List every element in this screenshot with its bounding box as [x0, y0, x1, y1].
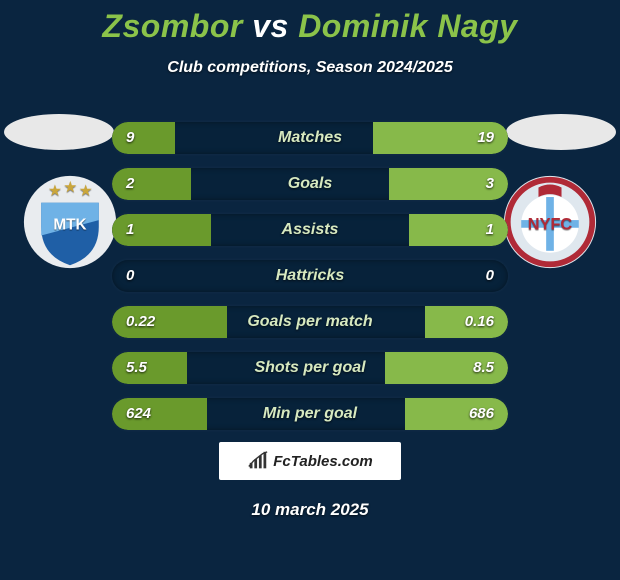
stat-row: Min per goal624686: [112, 398, 508, 430]
brand-badge: FcTables.com: [219, 442, 401, 480]
stat-bar-left: [112, 168, 191, 200]
stat-row: Hattricks0 0: [112, 260, 508, 292]
comparison-title: Zsombor vs Dominik Nagy: [0, 0, 620, 45]
player2-photo-placeholder: [506, 114, 616, 150]
svg-text:MTK: MTK: [53, 217, 86, 234]
player2-name: Dominik Nagy: [298, 8, 517, 44]
stat-row: Goals per match0.220.16: [112, 306, 508, 338]
stat-row: Matches919: [112, 122, 508, 154]
stat-bar-left: [112, 214, 211, 246]
club-crest-left: ★ ★ ★ MTK: [22, 174, 118, 270]
svg-text:NYFC: NYFC: [528, 216, 573, 234]
stat-bar-right: [425, 306, 508, 338]
stat-bar-right: [409, 214, 508, 246]
stats-panel: Matches919 Goals23 Assists11 Hattricks0 0 Goa…: [112, 122, 508, 430]
stat-value-right: 0: [486, 260, 494, 292]
subtitle: Club competitions, Season 2024/2025: [0, 59, 620, 77]
stat-value-left: 0: [126, 260, 134, 292]
stat-row: Shots per goal5.58.5: [112, 352, 508, 384]
stat-bar-left: [112, 398, 207, 430]
svg-text:★: ★: [49, 183, 61, 198]
brand-chart-icon: [247, 450, 269, 472]
vs-word: vs: [252, 8, 289, 44]
stat-bar-left: [112, 306, 227, 338]
svg-text:★: ★: [80, 183, 92, 198]
stat-bar-left: [112, 122, 175, 154]
brand-label: FcTables.com: [273, 453, 372, 470]
player1-name: Zsombor: [102, 8, 242, 44]
club-crest-right: NYFC: [502, 174, 598, 270]
stat-bar-left: [112, 352, 187, 384]
footer-date: 10 march 2025: [0, 500, 620, 520]
stat-bar-right: [385, 352, 508, 384]
stat-bar-right: [389, 168, 508, 200]
stat-bar-right: [373, 122, 508, 154]
stat-label: Hattricks: [112, 260, 508, 292]
stat-row: Goals23: [112, 168, 508, 200]
stat-row: Assists11: [112, 214, 508, 246]
svg-text:★: ★: [64, 179, 76, 194]
player1-photo-placeholder: [4, 114, 114, 150]
stat-bar-right: [405, 398, 508, 430]
